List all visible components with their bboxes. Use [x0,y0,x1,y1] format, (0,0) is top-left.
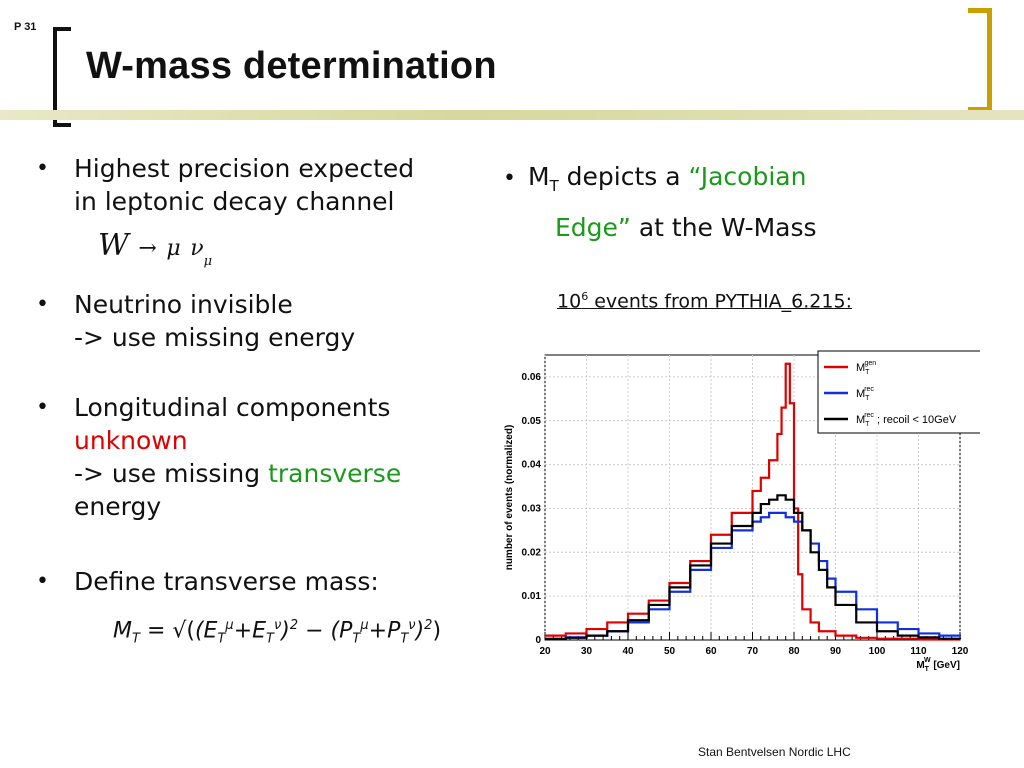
y-tick-label: 0.04 [522,460,542,471]
bullet-precision: • Highest precision expected in leptonic… [36,152,488,218]
caption-text: events from PYTHIA_6.215: [588,290,852,313]
jacobian-text: “Jacobian [688,162,807,191]
x-axis-label-sub: T [925,666,930,673]
y-axis-label: number of events (normalized) [504,425,515,571]
mt-symbol: M [527,162,550,191]
formula-w: W [98,228,129,263]
left-bullet-list: • Highest precision expected in leptonic… [36,152,488,598]
x-axis-label: MTW [GeV] [916,657,960,673]
legend-label-sup: rec [864,412,874,419]
bullet-text-unknown: unknown [74,426,188,455]
formula-mu: μ [166,236,181,261]
formula-sub: μ [203,254,213,269]
edge-text: Edge” [555,213,631,242]
caption-exponent: 6 [581,290,589,303]
x-tick-label: 120 [952,646,969,657]
y-tick-label: 0.02 [522,547,542,558]
decay-formula: W → μ νμ [98,228,212,269]
bullet-text-transverse: transverse [268,459,402,488]
legend-label-sup: rec [864,386,874,393]
x-tick-label: 110 [910,646,927,657]
bullet-text-line: -> use missing transverse [74,457,488,490]
bullet-text: energy [74,492,162,521]
bullet-dot: • [36,156,49,181]
bullet-text: -> use missing energy [74,323,356,352]
legend-label-sub: T [865,395,870,402]
bullet-text: -> use missing [74,459,269,488]
legend-label-sub: T [865,369,870,376]
x-tick-label: 80 [788,646,800,657]
x-axis-label-unit: [GeV] [931,660,960,671]
bullet-neutrino: • Neutrino invisible -> use missing ener… [36,288,488,354]
transverse-mass-formula: MT = √((ETμ+ETν)2 − (PTμ+PTν)2) [113,618,442,647]
x-tick-label: 40 [622,646,634,657]
bullet-text: Highest precision expected [74,154,415,183]
caption-base: 10 [557,290,582,313]
slide-title: W-mass determination [86,45,497,87]
left-bracket-decoration [53,27,71,127]
legend-label-sub: T [865,421,870,428]
bullet-define-mass: • Define transverse mass: [36,565,488,598]
x-tick-label: 30 [581,646,593,657]
formula-arrow: → [138,236,157,261]
bullet-dot: • [36,569,49,594]
y-tick-label: 0.01 [522,591,542,602]
y-tick-label: 0 [535,635,541,646]
bullet-dot: • [503,166,516,191]
bullet-dot: • [36,395,49,420]
mt-distribution-chart: 20 30 40 50 60 70 80 90 100 110 120 0 0.01 0.02 0.03 0.… [504,350,980,673]
bullet-text: in leptonic decay channel [74,187,395,216]
legend-label: MTrec ; recoil < 10GeV [856,412,957,428]
series-line [545,511,962,640]
formula-nu: ν [190,236,204,261]
events-caption: 106 events from PYTHIA_6.215: [557,290,852,312]
x-tick-label: 60 [705,646,717,657]
bullet-text: depicts a [558,162,689,191]
x-tick-label: 20 [539,646,551,657]
bullet-longitudinal: • Longitudinal components unknown -> use… [36,391,488,523]
y-tick-label: 0.06 [522,372,542,383]
x-tick-label: 90 [830,646,842,657]
legend-label-suffix: ; recoil < 10GeV [874,414,957,426]
right-bracket-decoration [968,8,992,112]
mt-subscript: T [549,177,559,195]
x-tick-label: 50 [664,646,676,657]
x-tick-label: 100 [869,646,886,657]
bullet-text: Longitudinal components [74,393,391,422]
series-line [545,494,962,641]
x-axis-label-sup: W [924,657,931,664]
x-tick-label: 70 [747,646,759,657]
series-line [545,362,960,641]
footer-text: Stan Bentvelsen Nordic LHC [698,745,851,759]
bullet-text: Neutrino invisible [74,290,293,319]
right-bullet: • MT depicts a “Jacobian Edge” at the W-M… [503,156,883,249]
bullet-text: at the W-Mass [630,213,817,242]
title-underline-bar [0,110,1024,120]
bullet-text: Define transverse mass: [74,567,379,596]
page-number: P 31 [14,21,37,33]
y-tick-label: 0.05 [522,416,542,427]
legend-label-sup: gen [864,360,876,367]
y-tick-label: 0.03 [522,503,542,514]
bullet-dot: • [36,292,49,317]
